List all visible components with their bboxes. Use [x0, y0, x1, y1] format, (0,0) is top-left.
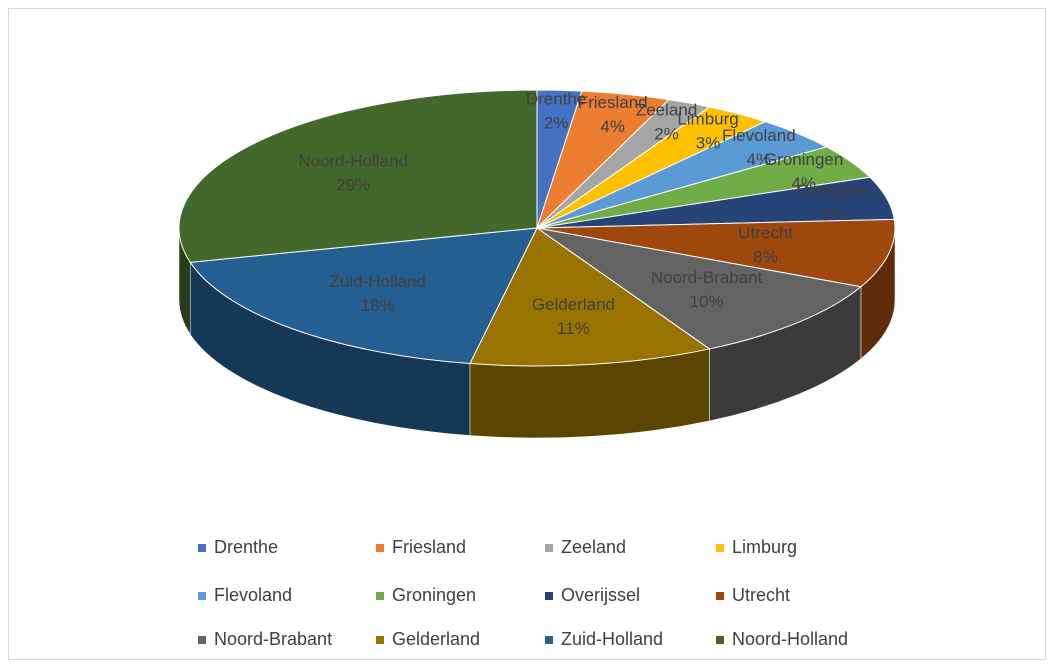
data-label-name: Gelderland [532, 295, 615, 314]
legend-label: Groningen [392, 585, 476, 605]
legend-label: Limburg [732, 537, 797, 557]
legend-label: Friesland [392, 537, 466, 557]
legend-swatch [716, 544, 724, 552]
legend-swatch [198, 544, 206, 552]
data-label-value: 4% [747, 150, 772, 169]
legend-label: Gelderland [392, 629, 480, 649]
data-label-name: Flevoland [722, 126, 796, 145]
data-label-name: Limburg [677, 109, 738, 128]
legend-label: Overijssel [561, 585, 640, 605]
data-label-value: 29% [336, 176, 370, 195]
slice [469, 227, 711, 367]
legend-swatch [376, 592, 384, 600]
legend-swatch [198, 636, 206, 644]
data-label-name: Zuid-Holland [330, 272, 426, 291]
data-label-value: 4% [791, 174, 816, 193]
data-label-value: 10% [690, 292, 724, 311]
legend-swatch [376, 636, 384, 644]
slice [536, 227, 863, 350]
legend-swatch [198, 592, 206, 600]
legend-label: Zeeland [561, 537, 626, 557]
legend-swatch [716, 636, 724, 644]
data-label-name: Noord-Brabant [651, 268, 763, 287]
data-label-name: Friesland [578, 93, 648, 112]
legend-swatch [376, 544, 384, 552]
data-label-value: 2% [544, 113, 569, 132]
legend-label: Zuid-Holland [561, 629, 663, 649]
slice [536, 218, 896, 288]
legend-swatch [545, 592, 553, 600]
legend-label: Noord-Brabant [214, 629, 332, 649]
data-label-name: Drenthe [526, 89, 586, 108]
legend-label: Flevoland [214, 585, 292, 605]
data-label-name: Zeeland [636, 100, 697, 119]
data-label-value: 18% [361, 296, 395, 315]
legend-swatch [716, 592, 724, 600]
data-label-value: 4% [600, 117, 625, 136]
data-label-value: 2% [654, 124, 679, 143]
data-label-value: 3% [696, 133, 721, 152]
legend-swatch [545, 544, 553, 552]
data-label-name: Utrecht [738, 223, 793, 242]
data-label-value: 8% [753, 247, 778, 266]
data-label-value: 5% [822, 205, 847, 224]
data-label-name: Overijssel [797, 181, 872, 200]
data-label-name: Groningen [764, 150, 843, 169]
legend-label: Utrecht [732, 585, 790, 605]
slice [178, 89, 538, 263]
legend-swatch [545, 636, 553, 644]
legend-label: Noord-Holland [732, 629, 848, 649]
slice [189, 227, 538, 365]
legend-label: Drenthe [214, 537, 278, 557]
data-label-value: 11% [557, 319, 590, 338]
data-label-name: Noord-Holland [298, 152, 408, 171]
